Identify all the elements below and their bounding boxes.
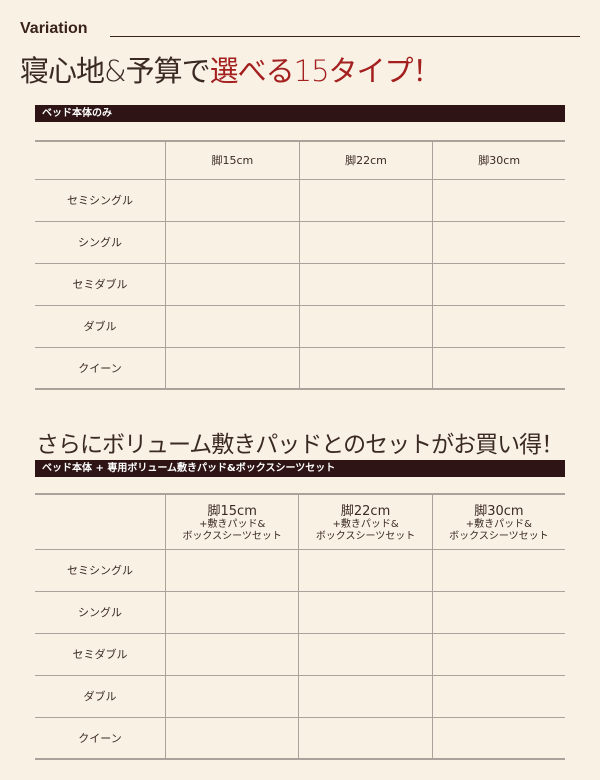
section2-headline: さらにボリューム敷きパッドとのセットがお買い得！	[36, 432, 564, 458]
table-cell	[298, 220, 433, 264]
corner-cell	[35, 140, 166, 180]
column-header: 脚30cm	[432, 140, 565, 180]
table-cell	[165, 262, 300, 306]
column-header: 脚22cm +敷きパッド& ボックスシーツセット	[298, 493, 433, 550]
set-line1: +敷きパッド&	[199, 519, 266, 531]
bed-only-table: 脚15cm 脚22cm 脚30cm セミシングル シングル セミダブル ダブル クイーン	[35, 140, 565, 390]
headline: 寝心地&予算で選べる15タイプ！	[20, 48, 442, 90]
size-label: シングル	[35, 220, 166, 264]
table-row: シングル	[35, 590, 565, 634]
table-cell	[164, 674, 299, 718]
table-cell	[298, 304, 433, 348]
table-cell	[298, 178, 433, 222]
table-cell	[298, 548, 433, 592]
table-cell	[165, 304, 300, 348]
table-cell	[164, 590, 299, 634]
table-row: セミダブル	[35, 632, 565, 676]
leg-height: 脚22cm	[340, 504, 391, 520]
table-cell	[298, 346, 433, 390]
set-line1: +敷きパッド&	[465, 519, 532, 531]
table-row: クイーン	[35, 716, 565, 760]
leg-height: 脚30cm	[474, 504, 524, 520]
table-cell	[164, 716, 299, 760]
table-cell	[298, 632, 433, 676]
column-header: 脚22cm	[298, 140, 433, 180]
column-header: 脚15cm	[165, 140, 300, 180]
table-row: ダブル	[35, 674, 565, 718]
variation-label: Variation	[20, 20, 88, 37]
table-cell	[164, 548, 299, 592]
section1-bar: ベッド本体のみ	[35, 105, 565, 122]
set-line2: ボックスシーツセット	[182, 531, 282, 543]
table-cell	[298, 262, 433, 306]
size-label: クイーン	[35, 346, 166, 390]
table-row: シングル	[35, 220, 565, 264]
table-row: セミダブル	[35, 262, 565, 306]
table-cell	[431, 590, 565, 634]
table-cell	[432, 304, 565, 348]
leg-height: 脚15cm	[207, 504, 257, 520]
table-cell	[165, 178, 300, 222]
set-line2: ボックスシーツセット	[315, 531, 416, 543]
table-row: クイーン	[35, 346, 565, 390]
size-label: ダブル	[35, 674, 166, 718]
section2-bar: ベッド本体 + 専用ボリューム敷きパッド&ボックスシーツセット	[35, 460, 565, 477]
table-row: ダブル	[35, 304, 565, 348]
header-row: 脚15cm 脚22cm 脚30cm	[35, 140, 565, 180]
set-table: 脚15cm +敷きパッド& ボックスシーツセット 脚22cm +敷きパッド& ボックスシー…	[35, 493, 565, 760]
table-cell	[432, 262, 565, 306]
column-header: 脚30cm +敷きパッド& ボックスシーツセット	[431, 493, 565, 550]
table-cell	[298, 674, 433, 718]
size-label: ダブル	[35, 304, 166, 348]
size-label: シングル	[35, 590, 166, 634]
table-cell	[431, 632, 565, 676]
table-row: セミシングル	[35, 178, 565, 222]
set-line1: +敷きパッド&	[332, 519, 399, 531]
table-cell	[431, 548, 565, 592]
size-label: セミシングル	[35, 178, 166, 222]
table-row: セミシングル	[35, 548, 565, 592]
table-cell	[432, 178, 565, 222]
size-label: セミシングル	[35, 548, 166, 592]
corner-cell	[35, 493, 166, 550]
size-label: セミダブル	[35, 262, 166, 306]
table-cell	[164, 632, 299, 676]
table-cell	[431, 674, 565, 718]
column-header: 脚15cm +敷きパッド& ボックスシーツセット	[164, 493, 299, 550]
headline-plain: 寝心地&予算で	[20, 54, 211, 88]
table-cell	[298, 716, 433, 760]
table-cell	[432, 220, 565, 264]
table-cell	[165, 220, 300, 264]
size-label: クイーン	[35, 716, 166, 760]
divider	[110, 36, 580, 37]
size-label: セミダブル	[35, 632, 166, 676]
headline-accent: 選べる15タイプ！	[209, 54, 442, 88]
table-cell	[432, 346, 565, 390]
set-line2: ボックスシーツセット	[449, 531, 549, 543]
table-cell	[165, 346, 300, 390]
table-cell	[431, 716, 565, 760]
table-cell	[298, 590, 433, 634]
header-row: 脚15cm +敷きパッド& ボックスシーツセット 脚22cm +敷きパッド& ボックスシー…	[35, 493, 565, 550]
